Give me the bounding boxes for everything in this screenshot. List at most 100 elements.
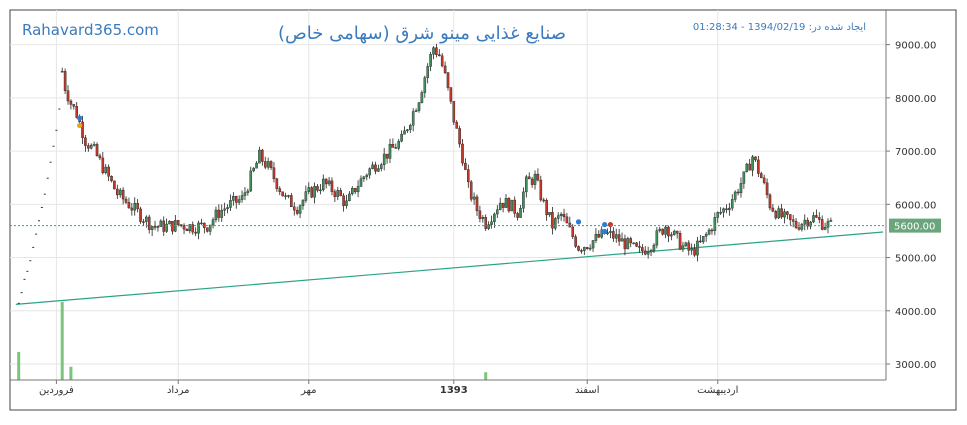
candle-up <box>646 251 650 255</box>
candle-down <box>98 155 102 159</box>
candle-up <box>313 186 316 198</box>
candle-down <box>815 215 818 218</box>
candle-down <box>110 176 113 182</box>
candle-down <box>467 169 470 183</box>
candle-up <box>133 202 137 211</box>
candle-down <box>69 100 73 105</box>
candle-down <box>275 178 279 189</box>
candle-down <box>263 161 267 168</box>
candle-down <box>176 220 180 225</box>
candle-down <box>501 202 505 208</box>
candle-up <box>733 191 737 200</box>
candle-down <box>342 195 345 206</box>
candle-up <box>670 234 673 237</box>
candle-down <box>565 216 569 224</box>
candle-down <box>574 236 577 247</box>
candle-up <box>420 92 424 103</box>
candle-up <box>368 168 371 176</box>
candle-down <box>127 202 131 209</box>
candle-up <box>823 226 827 230</box>
candle-down <box>205 227 209 232</box>
candle-down <box>667 226 670 237</box>
candle-down <box>629 238 633 244</box>
candle-up <box>649 250 653 253</box>
candle-up <box>722 208 725 213</box>
candle-down <box>817 217 821 220</box>
candle-up <box>240 195 244 200</box>
candle-down <box>678 233 682 250</box>
candle-down <box>551 212 554 229</box>
candle-down <box>81 121 84 138</box>
created-timestamp: ایجاد شده در: 1394/02/19 - 01:28:34 <box>693 22 866 33</box>
candle-up <box>336 190 340 197</box>
candle-up <box>362 176 366 179</box>
candle-down <box>200 222 203 225</box>
candle-down <box>278 188 282 192</box>
candle-up <box>658 228 662 231</box>
candle-up <box>188 224 192 232</box>
grid <box>10 10 886 380</box>
candle-up <box>371 164 374 169</box>
candle-up <box>197 222 200 234</box>
event-marker <box>602 221 608 228</box>
candle-up <box>745 163 749 172</box>
candle-down <box>72 104 76 107</box>
candle-up <box>655 230 659 246</box>
candle-down <box>461 143 464 164</box>
candle-down <box>63 71 67 91</box>
candle-down <box>568 222 572 228</box>
x-tick-label: اسفند <box>575 385 599 396</box>
candle-down <box>820 219 824 230</box>
candle-up <box>525 176 528 193</box>
candle-up <box>472 196 476 200</box>
candle-up <box>365 174 369 178</box>
candle-down <box>661 228 664 235</box>
candle-up <box>397 141 400 149</box>
event-marker <box>77 115 83 121</box>
candle-down <box>484 217 487 229</box>
site-watermark: Rahavard365.com <box>22 21 159 39</box>
candle-up <box>812 215 815 223</box>
candle-up <box>379 164 383 169</box>
candle-up <box>403 130 406 135</box>
pre-listing-dot <box>35 233 38 235</box>
candle-down <box>130 207 134 211</box>
candle-up <box>214 209 218 220</box>
candle-down <box>736 191 740 194</box>
candle-down <box>440 55 444 67</box>
candle-down <box>194 231 197 234</box>
candle-up <box>150 226 154 230</box>
candle-down <box>786 211 789 215</box>
candle-up <box>432 47 435 55</box>
candle-down <box>545 200 548 216</box>
candle-down <box>142 221 145 223</box>
trendline-group <box>15 231 884 306</box>
candle-down <box>757 159 760 174</box>
candle-down <box>748 163 751 171</box>
candle-up <box>690 248 693 251</box>
trendline <box>15 231 884 306</box>
candle-up <box>742 171 746 184</box>
pre-listing-dot <box>49 161 52 163</box>
candle-up <box>220 210 224 218</box>
candle-up <box>803 219 807 225</box>
candle-up <box>409 125 412 130</box>
candle-up <box>284 195 287 197</box>
candle-up <box>237 199 241 203</box>
candle-down <box>693 248 696 256</box>
candle-up <box>165 223 168 232</box>
candle-down <box>185 228 189 232</box>
pre-listing-dot <box>32 246 35 248</box>
candle-down <box>638 246 641 248</box>
pre-listing-dot <box>20 292 23 294</box>
last-price-badge <box>889 218 941 233</box>
volume-bar <box>69 366 73 380</box>
candle-down <box>771 207 775 212</box>
y-tick-label: 6000.00 <box>895 200 936 211</box>
candle-up <box>800 223 804 230</box>
candle-down <box>446 72 450 88</box>
candle-up <box>626 238 630 250</box>
candle-up <box>304 191 308 201</box>
candle-down <box>797 227 801 230</box>
